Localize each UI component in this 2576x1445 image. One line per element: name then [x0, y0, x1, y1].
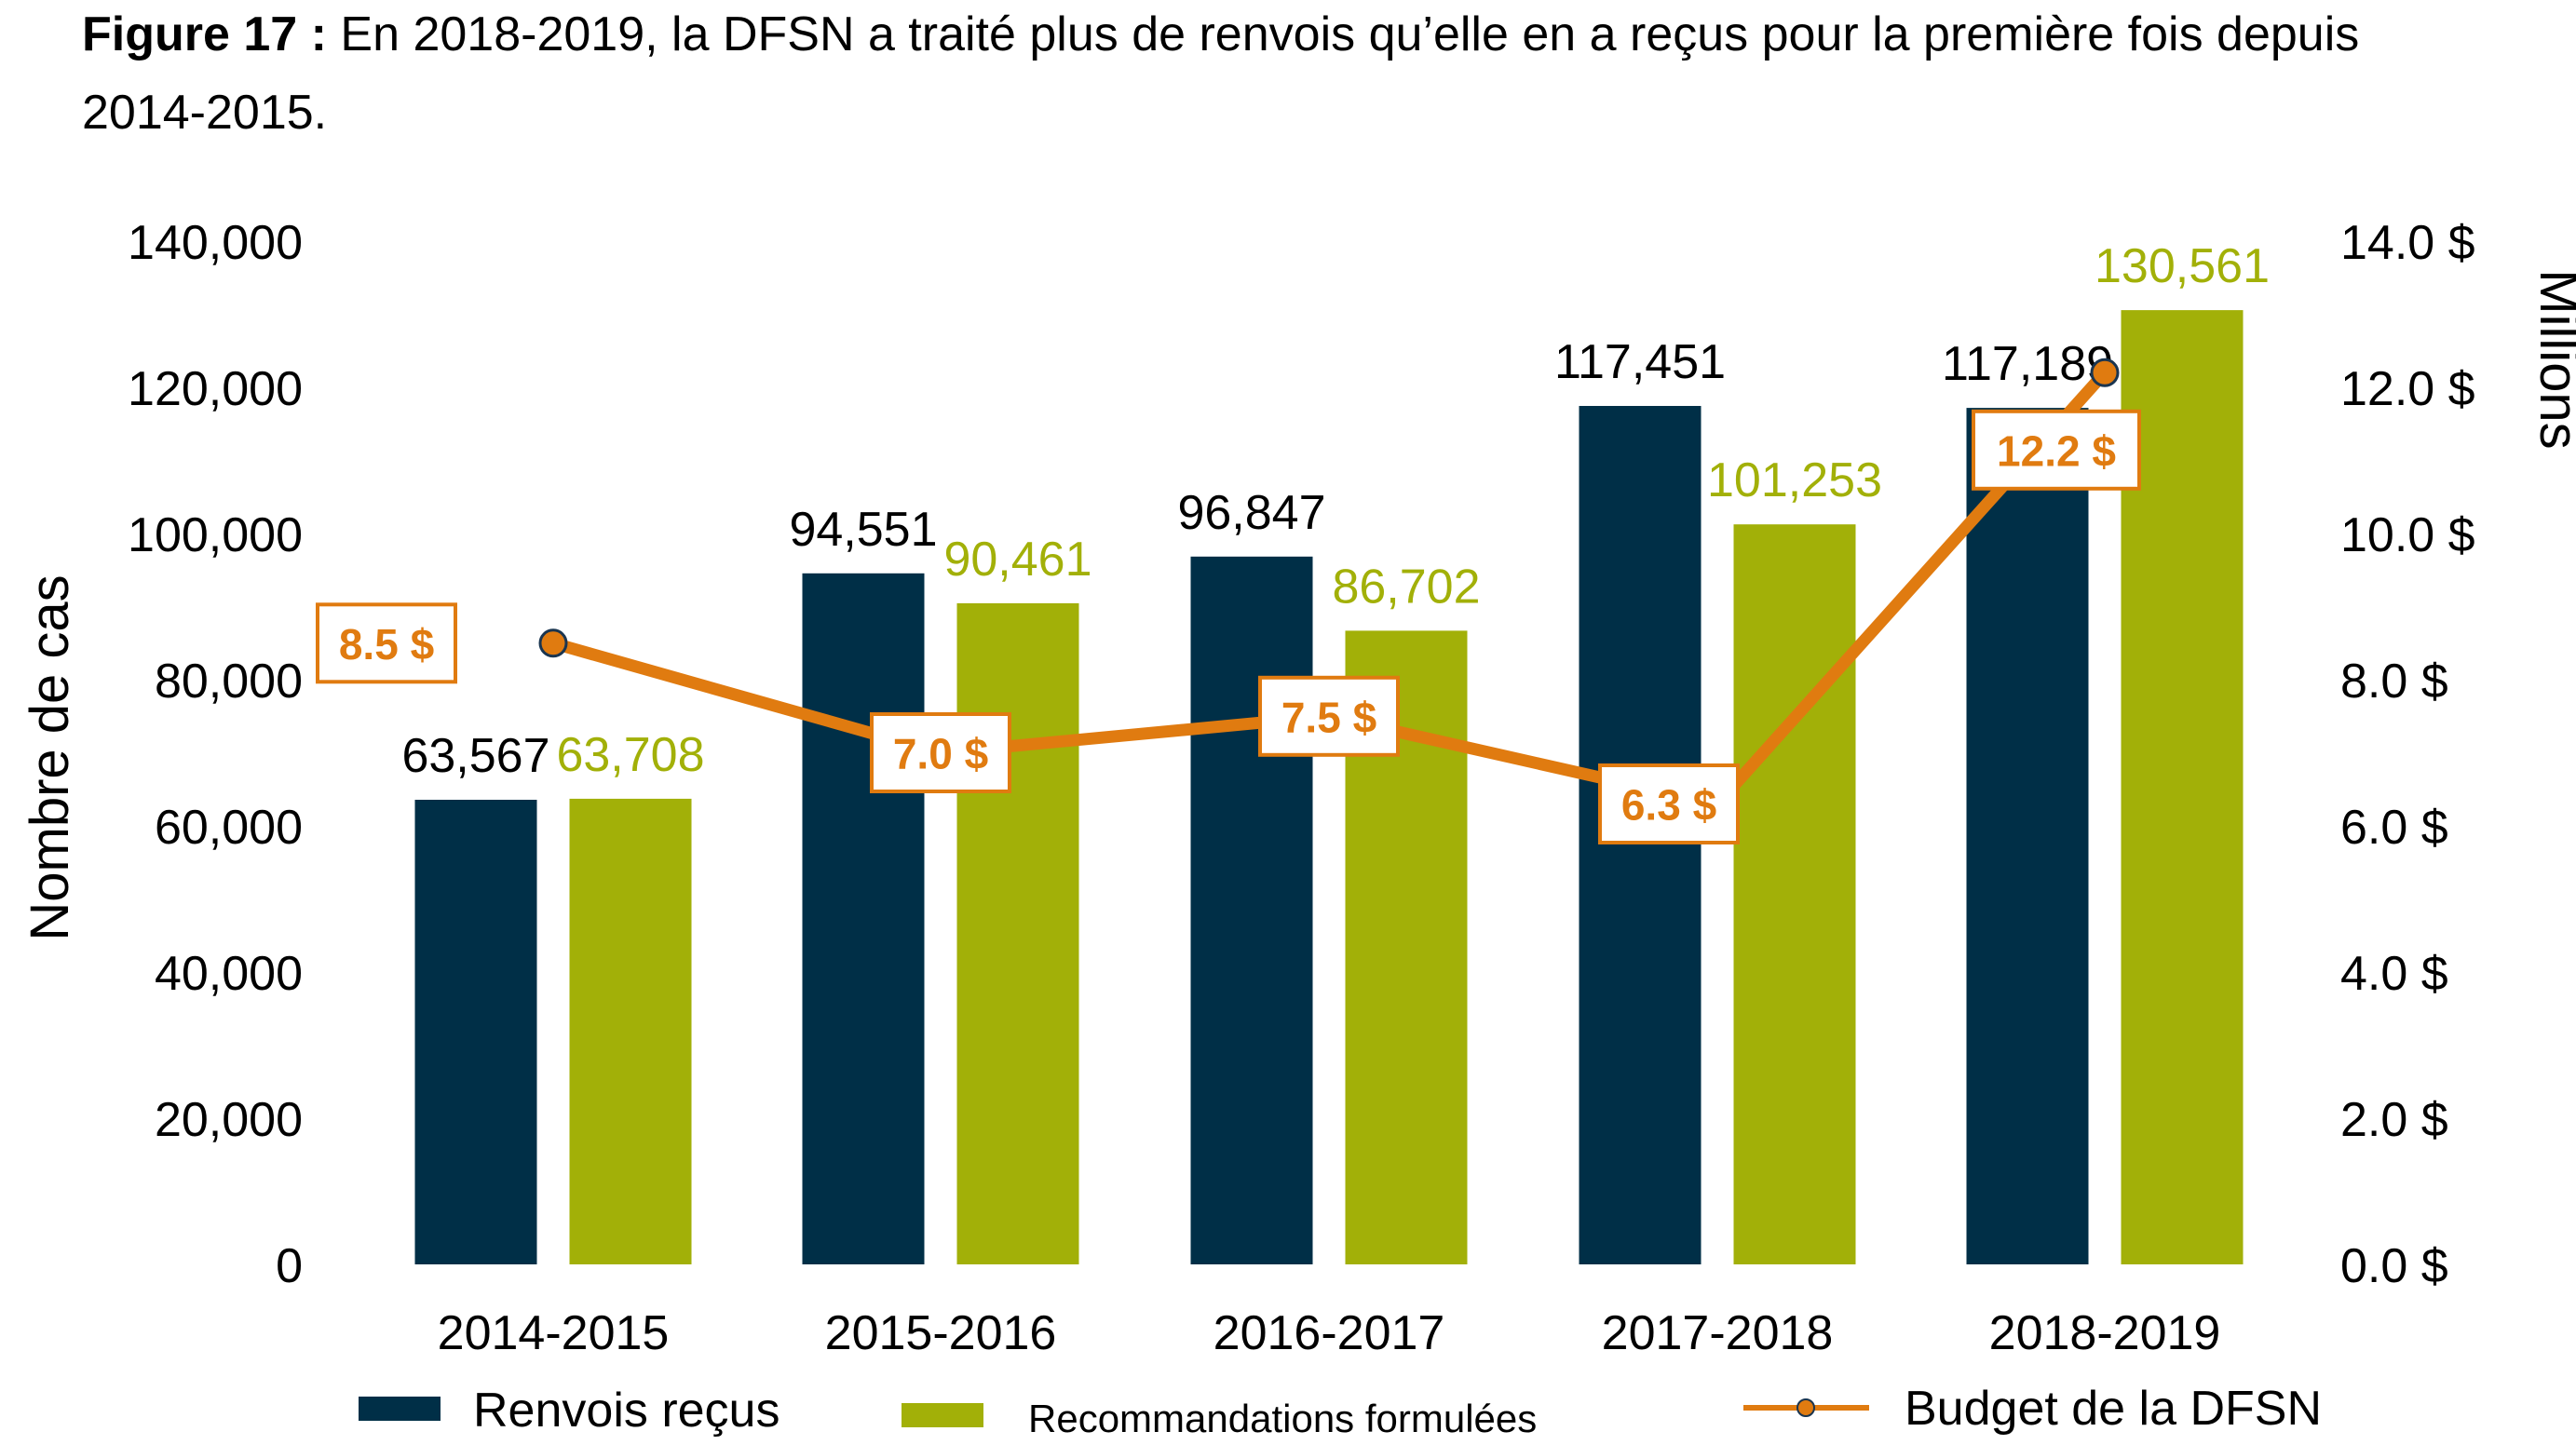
y2-tick-label: 4.0 $ [2340, 947, 2448, 1001]
y-tick-label: 0 [276, 1239, 303, 1293]
bar-renvois-recus [414, 800, 537, 1264]
y-tick-label: 80,000 [155, 655, 303, 709]
y-tick-label: 120,000 [128, 362, 303, 416]
y-axis-title-group: Nombre de cas [20, 574, 80, 940]
budget-point [538, 628, 568, 658]
budget-label-box [316, 602, 457, 684]
bars [414, 310, 2244, 1265]
y-tick-label: 100,000 [128, 508, 303, 562]
x-tick-label: 2017-2018 [1602, 1306, 1834, 1360]
y2-tick-label: 8.0 $ [2340, 655, 2448, 709]
bar-renvois-recus [1966, 408, 2089, 1265]
bar-recommandations-formulees [1733, 524, 1856, 1264]
bar-value-label: 94,551 [789, 503, 937, 557]
budget-label: 8.5 $ [339, 620, 434, 668]
bar-value-label: 117,189 [1942, 337, 2113, 391]
bar-recommandations-formulees [2121, 310, 2244, 1265]
legend-marker-budget [1796, 1398, 1815, 1417]
budget-label: 12.2 $ [1997, 426, 2116, 475]
bar-renvois-recus [802, 573, 925, 1264]
y2-tick-label: 14.0 $ [2340, 216, 2475, 270]
y2-tick-label: 10.0 $ [2340, 508, 2475, 562]
legend-label: Budget de la DFSN [1905, 1382, 2322, 1436]
bar-value-label: 101,253 [1707, 453, 1882, 507]
bar-value-label: 117,451 [1554, 335, 1726, 389]
budget-point [2090, 358, 2120, 387]
x-axis-ticks: 2014-2015 2015-2016 2016-2017 2017-2018 2018… [438, 1306, 2221, 1360]
y2-tick-label: 12.0 $ [2340, 362, 2475, 416]
x-tick-label: 2018-2019 [1989, 1306, 2221, 1360]
y-axis-title: Nombre de cas [20, 574, 80, 940]
figure-label: Figure 17 : [82, 7, 327, 61]
legend-label: Renvois reçus [473, 1384, 780, 1438]
y-tick-label: 20,000 [155, 1093, 303, 1147]
legend-swatch-recommandations [902, 1403, 983, 1427]
x-tick-label: 2014-2015 [438, 1306, 670, 1360]
x-tick-label: 2016-2017 [1213, 1306, 1445, 1360]
bar-renvois-recus [1190, 556, 1313, 1264]
y2-axis-title-group: Millions [2529, 269, 2576, 449]
budget-label-box [870, 712, 1011, 793]
y2-tick-label: 2.0 $ [2340, 1093, 2448, 1147]
y2-axis-title: Millions [2529, 269, 2576, 449]
bar-value-label: 63,567 [401, 729, 549, 783]
legend-label: Recommandations formulées [1028, 1397, 1537, 1440]
bar-value-labels: 63,567 94,551 96,847 117,451 117,189 63,708 90… [401, 239, 2270, 783]
budget-label-box [1598, 763, 1740, 844]
y-axis-ticks: 0 20,000 40,000 60,000 80,000 100,000 120,000 1… [128, 216, 303, 1293]
figure-caption-line2: 2014-2015. [82, 86, 327, 140]
budget-label: 7.0 $ [893, 730, 988, 778]
y2-axis-ticks: 0.0 $ 2.0 $ 4.0 $ 6.0 $ 8.0 $ 10.0 $ 12.0 $ 14.… [2340, 216, 2475, 1293]
bar-recommandations-formulees [569, 798, 692, 1264]
y-tick-label: 40,000 [155, 947, 303, 1001]
y2-tick-label: 6.0 $ [2340, 801, 2448, 855]
figure-caption-line1: En 2018-2019, la DFSN a traité plus de r… [327, 7, 2359, 61]
budget-label: 6.3 $ [1621, 781, 1716, 830]
legend: Renvois reçus Recommandations formulées Bu… [359, 1382, 2322, 1440]
budget-line-group: 8.5 $ 7.0 $ 7.5 $ 6.3 $ 12.2 $ [316, 358, 2141, 844]
bar-value-label: 90,461 [943, 533, 1091, 587]
y-tick-label: 140,000 [128, 216, 303, 270]
budget-label-box [1258, 675, 1400, 757]
bar-value-label: 96,847 [1177, 486, 1325, 540]
y2-tick-label: 0.0 $ [2340, 1239, 2448, 1293]
y-tick-label: 60,000 [155, 801, 303, 855]
bar-value-label: 130,561 [2095, 239, 2270, 293]
budget-label: 7.5 $ [1281, 693, 1376, 741]
bar-recommandations-formulees [956, 602, 1079, 1264]
bar-value-label: 86,702 [1332, 560, 1480, 614]
figure-caption: Figure 17 : En 2018-2019, la DFSN a trai… [82, 7, 2373, 140]
bar-value-label: 63,708 [556, 728, 704, 782]
legend-swatch-renvois [359, 1397, 441, 1421]
budget-label-box [1972, 409, 2141, 491]
x-tick-label: 2015-2016 [825, 1306, 1057, 1360]
